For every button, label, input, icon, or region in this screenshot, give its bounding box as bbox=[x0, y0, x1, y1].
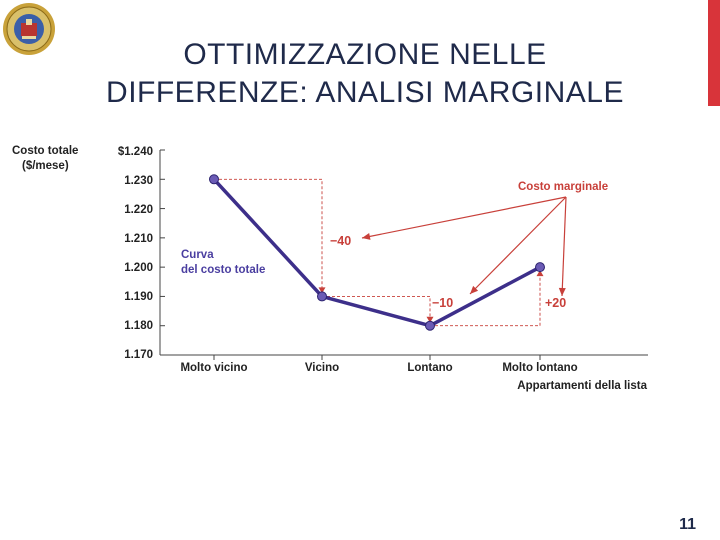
x-axis-ticks bbox=[213, 355, 541, 360]
marginal-step-arrowhead bbox=[318, 287, 326, 294]
x-axis-title: Appartamenti della lista bbox=[517, 380, 647, 392]
marginal-step-arrowhead bbox=[536, 270, 544, 277]
series-line bbox=[212, 178, 541, 328]
marginal-cost-label: Costo marginale bbox=[518, 181, 608, 193]
x-tick-label: Vicino bbox=[305, 362, 339, 374]
page-number: 11 bbox=[679, 516, 696, 533]
y-tick-label: $1.240 bbox=[118, 146, 153, 158]
y-tick-labels: $1.240 1.230 1.220 1.210 1.200 1.190 1.1… bbox=[118, 146, 153, 361]
y-tick-label: 1.170 bbox=[124, 349, 153, 361]
marginal-arrowhead bbox=[558, 287, 566, 296]
x-tick-label: Molto lontano bbox=[502, 362, 577, 374]
y-axis-ticks bbox=[160, 149, 165, 356]
marginal-value-label: −10 bbox=[432, 296, 453, 310]
series-total-cost bbox=[209, 174, 545, 331]
curve-label-line-1: Curva bbox=[181, 249, 214, 261]
marginal-arrowhead bbox=[470, 285, 479, 294]
curve-label-line-2: del costo totale bbox=[181, 264, 265, 276]
y-tick-label: 1.180 bbox=[124, 320, 153, 332]
title-line-1: OTTIMIZZAZIONE NELLE bbox=[183, 38, 547, 71]
marginal-step-guide bbox=[322, 295, 431, 320]
marginal-step-guides bbox=[214, 178, 544, 327]
accent-bar bbox=[708, 0, 720, 106]
slide-title: OTTIMIZZAZIONE NELLE DIFFERENZE: ANALISI… bbox=[40, 36, 690, 112]
y-tick-label: 1.210 bbox=[124, 233, 153, 245]
y-axis-title-line-2: ($/mese) bbox=[22, 160, 69, 172]
x-tick-label: Lontano bbox=[407, 362, 452, 374]
marginal-arrow-line bbox=[561, 196, 567, 297]
title-line-2: DIFFERENZE: ANALISI MARGINALE bbox=[106, 76, 624, 109]
y-tick-label: 1.190 bbox=[124, 291, 153, 303]
total-cost-chart: Costo totale ($/mese) $1.240 1.230 1.220… bbox=[12, 145, 648, 392]
university-seal-icon bbox=[3, 3, 55, 55]
marginal-value-label: −40 bbox=[330, 234, 351, 248]
marginal-arrowhead bbox=[362, 232, 371, 240]
marginal-step-guide bbox=[430, 273, 541, 327]
marginal-cost-arrows bbox=[361, 196, 567, 297]
y-tick-label: 1.230 bbox=[124, 175, 153, 187]
marginal-value-label: +20 bbox=[545, 296, 566, 310]
marginal-step-guide bbox=[214, 178, 323, 291]
data-point bbox=[209, 174, 219, 185]
y-tick-label: 1.220 bbox=[124, 204, 153, 216]
marginal-arrow-line bbox=[469, 196, 567, 295]
y-axis-title-line-1: Costo totale bbox=[12, 145, 78, 157]
marginal-step-arrowhead bbox=[426, 316, 434, 323]
x-tick-label: Molto vicino bbox=[180, 362, 247, 374]
marginal-arrow-line bbox=[361, 196, 567, 239]
x-tick-labels: Molto vicino Vicino Lontano Molto lontan… bbox=[180, 362, 577, 374]
data-point bbox=[535, 262, 545, 273]
data-point bbox=[425, 320, 435, 331]
y-tick-label: 1.200 bbox=[124, 262, 153, 274]
data-point bbox=[317, 291, 327, 302]
